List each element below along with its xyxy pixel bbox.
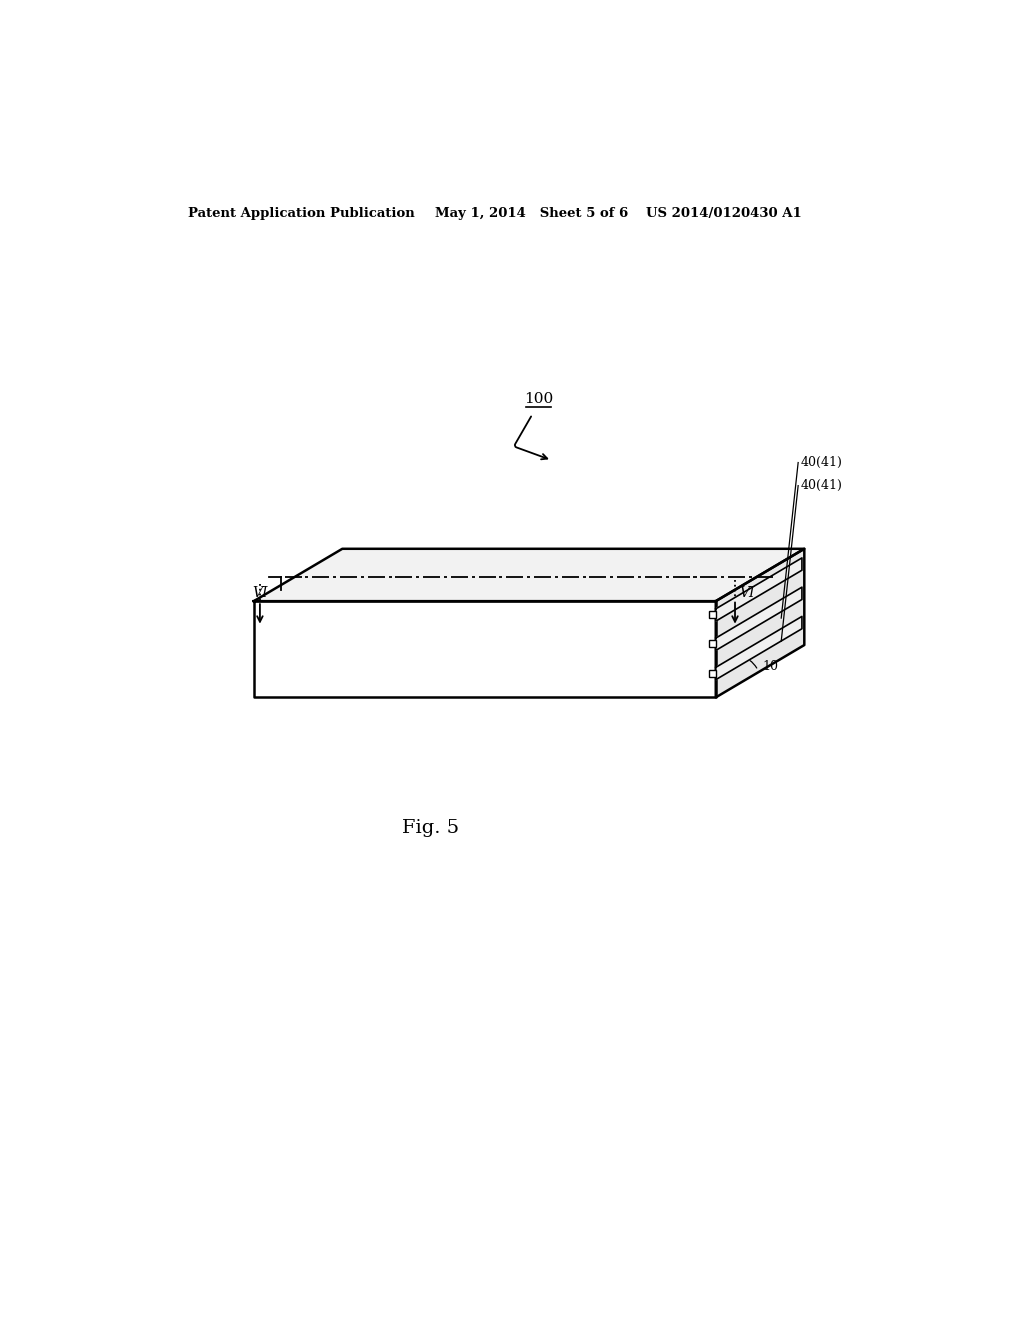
Text: May 1, 2014   Sheet 5 of 6: May 1, 2014 Sheet 5 of 6 xyxy=(435,207,628,220)
Text: 40(41): 40(41) xyxy=(801,455,843,469)
Text: US 2014/0120430 A1: US 2014/0120430 A1 xyxy=(646,207,802,220)
Bar xyxy=(709,669,716,677)
FancyArrowPatch shape xyxy=(740,656,757,668)
Polygon shape xyxy=(716,587,802,651)
Text: VI: VI xyxy=(252,586,267,599)
Text: 40(41): 40(41) xyxy=(801,479,843,492)
Polygon shape xyxy=(254,549,804,601)
Polygon shape xyxy=(716,558,802,622)
Polygon shape xyxy=(254,601,716,697)
Polygon shape xyxy=(716,549,804,697)
Text: VI: VI xyxy=(739,586,755,599)
Bar xyxy=(709,640,716,647)
Text: 100: 100 xyxy=(524,392,553,407)
Text: 10: 10 xyxy=(762,660,778,673)
Bar xyxy=(709,611,716,618)
Text: Patent Application Publication: Patent Application Publication xyxy=(188,207,415,220)
Text: Fig. 5: Fig. 5 xyxy=(402,820,460,837)
Polygon shape xyxy=(716,616,802,680)
